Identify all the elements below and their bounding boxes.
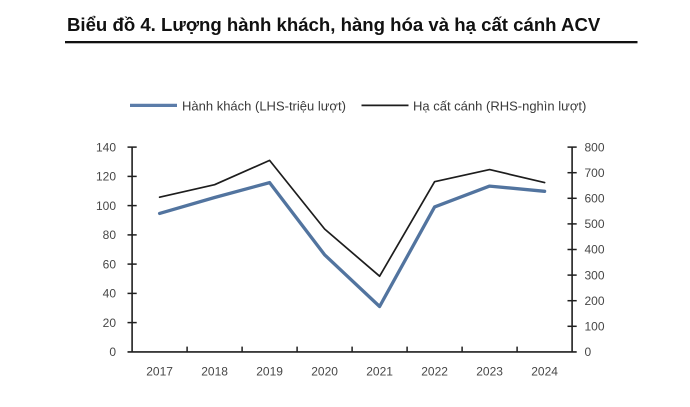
svg-text:500: 500 [585,217,605,231]
svg-text:300: 300 [585,268,605,282]
svg-text:2024: 2024 [531,365,558,379]
svg-text:Biểu đồ 4. Lượng hành khách, h: Biểu đồ 4. Lượng hành khách, hàng hóa và… [67,14,601,35]
svg-text:40: 40 [103,287,117,301]
svg-text:100: 100 [585,320,605,334]
svg-text:700: 700 [585,166,605,180]
svg-text:2017: 2017 [146,365,173,379]
svg-text:200: 200 [585,294,605,308]
svg-text:0: 0 [585,345,592,359]
svg-text:80: 80 [103,228,117,242]
svg-text:2023: 2023 [476,365,503,379]
svg-text:600: 600 [585,192,605,206]
svg-text:100: 100 [96,199,116,213]
svg-text:60: 60 [103,257,117,271]
svg-text:120: 120 [96,170,116,184]
svg-text:2020: 2020 [311,365,338,379]
svg-text:2021: 2021 [366,365,393,379]
svg-text:800: 800 [585,140,605,154]
svg-text:Hành khách (LHS-triệu lượt): Hành khách (LHS-triệu lượt) [182,98,346,113]
svg-text:0: 0 [109,345,116,359]
svg-text:400: 400 [585,243,605,257]
svg-text:2019: 2019 [256,365,283,379]
svg-text:Hạ cất cánh (RHS-nghìn lượt): Hạ cất cánh (RHS-nghìn lượt) [413,98,586,113]
svg-text:2018: 2018 [201,365,228,379]
svg-text:20: 20 [103,316,117,330]
svg-text:140: 140 [96,140,116,154]
svg-text:2022: 2022 [421,365,448,379]
